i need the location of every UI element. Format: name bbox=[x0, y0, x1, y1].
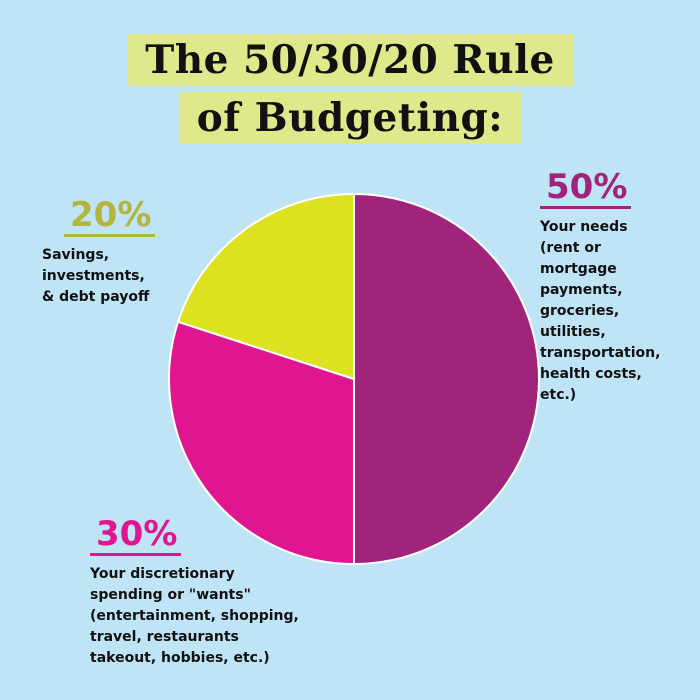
needs-description: Your needs (rent or mortgage payments, g… bbox=[540, 219, 661, 403]
chart-title-line-1: The 50/30/20 Rule bbox=[127, 34, 573, 86]
needs-slice bbox=[353, 193, 540, 565]
wants-label-block: 30% Your discretionary spending or "want… bbox=[90, 515, 330, 669]
chart-title-line-2: of Budgeting: bbox=[178, 92, 522, 144]
wants-percentage: 30% bbox=[90, 515, 182, 556]
pie-slices bbox=[168, 193, 540, 565]
savings-label-block: 20% Savings, investments, & debt payoff bbox=[42, 196, 207, 308]
savings-description: Savings, investments, & debt payoff bbox=[42, 247, 150, 305]
chart-title: The 50/30/20 Rule of Budgeting: bbox=[0, 34, 700, 144]
needs-percentage: 50% bbox=[540, 168, 632, 209]
wants-description: Your discretionary spending or "wants" (… bbox=[90, 566, 299, 666]
wants-slice bbox=[168, 320, 355, 565]
needs-label-block: 50% Your needs (rent or mortgage payment… bbox=[540, 168, 690, 406]
savings-percentage: 20% bbox=[64, 196, 156, 237]
savings-slice bbox=[177, 193, 355, 380]
